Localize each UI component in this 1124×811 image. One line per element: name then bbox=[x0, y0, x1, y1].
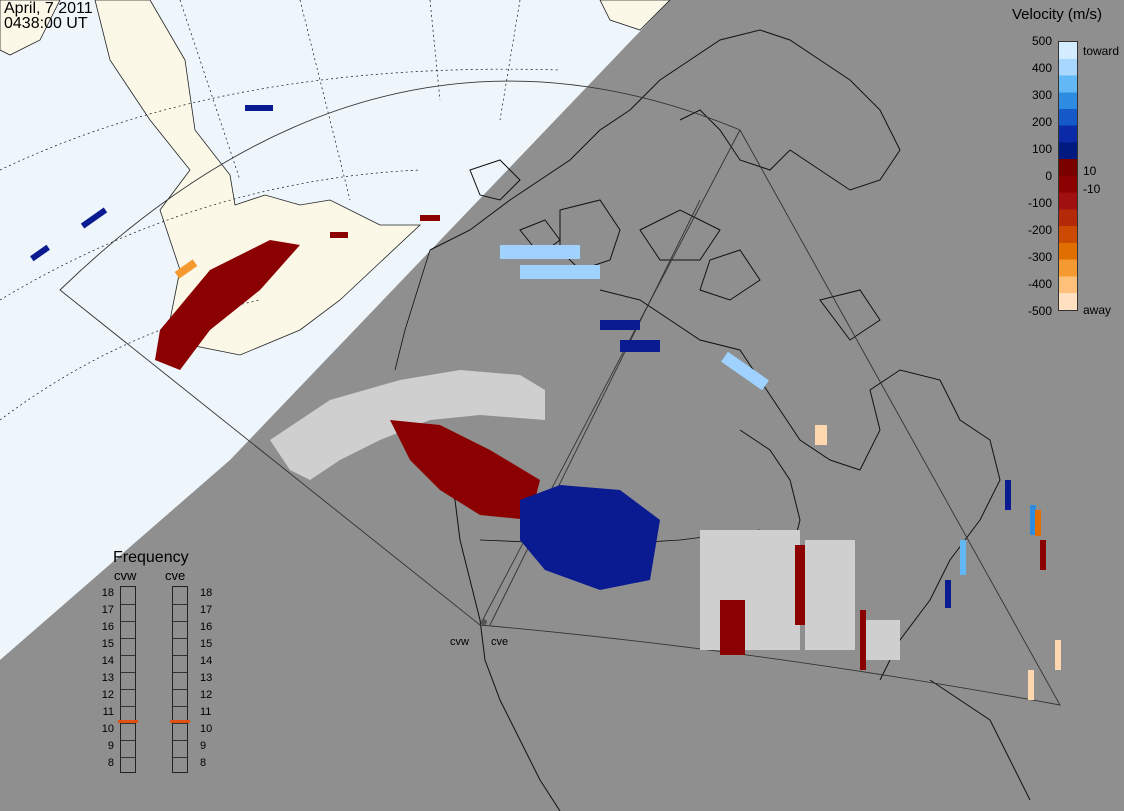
day-side-region bbox=[0, 0, 670, 660]
frequency-level-label: 17 bbox=[200, 604, 213, 616]
colorbar-label-minus-10: -10 bbox=[1083, 182, 1101, 196]
frequency-level-label: 13 bbox=[200, 672, 213, 684]
frequency-level-label: 9 bbox=[107, 740, 114, 752]
toward-scatter bbox=[30, 105, 1011, 608]
frequency-indicator bbox=[118, 719, 138, 723]
colorbar-label-10: 10 bbox=[1083, 164, 1097, 178]
colorbar-tick: 100 bbox=[1031, 142, 1052, 156]
frequency-column-label-cvw: cvw bbox=[114, 568, 137, 583]
frequency-level-label: 14 bbox=[101, 655, 114, 667]
frequency-level-label: 11 bbox=[200, 706, 212, 718]
frequency-title: Frequency bbox=[113, 549, 189, 566]
colorbar-label-toward: toward bbox=[1083, 44, 1120, 58]
fast-away-scatter bbox=[174, 259, 1061, 700]
fast-toward-scatter bbox=[500, 245, 1036, 575]
colorbar-tick: -100 bbox=[1027, 196, 1052, 210]
colorbar-title: Velocity (m/s) bbox=[1012, 6, 1103, 23]
map-date: April, 7 2011 bbox=[4, 0, 93, 17]
frequency-level-label: 8 bbox=[200, 757, 207, 769]
colorbar-tick: -200 bbox=[1027, 223, 1052, 237]
away-scatter bbox=[155, 215, 1046, 670]
frequency-level-label: 13 bbox=[101, 672, 114, 684]
colorbar-label-away: away bbox=[1083, 303, 1112, 317]
site-label-cvw: cvw bbox=[450, 636, 469, 648]
frequency-indicator bbox=[170, 719, 190, 723]
colorbar-tick: -400 bbox=[1027, 277, 1052, 291]
radar-site-marker bbox=[481, 619, 487, 625]
frequency-level-label: 15 bbox=[200, 638, 213, 650]
site-label-cve: cve bbox=[491, 636, 509, 648]
frequency-level-label: 18 bbox=[200, 587, 213, 599]
frequency-level-label: 12 bbox=[101, 689, 114, 701]
frequency-level-label: 16 bbox=[200, 621, 213, 633]
colorbar-tick: 0 bbox=[1045, 169, 1052, 183]
colorbar-tick: -300 bbox=[1027, 250, 1052, 264]
frequency-level-label: 8 bbox=[107, 757, 114, 769]
colorbar-tick: 500 bbox=[1031, 34, 1052, 48]
colorbar-tick: 200 bbox=[1031, 115, 1052, 129]
frequency-level-label: 12 bbox=[200, 689, 213, 701]
alaska-daylight-land bbox=[94, 0, 422, 356]
frequency-level-label: 11 bbox=[102, 706, 114, 718]
north-coast-daylight bbox=[599, 0, 671, 31]
velocity-colorbar bbox=[1058, 41, 1078, 311]
frequency-box bbox=[118, 586, 138, 773]
map-time: 0438:00 UT bbox=[4, 15, 88, 32]
colorbar-tick: 400 bbox=[1031, 61, 1052, 75]
frequency-level-label: 18 bbox=[101, 587, 114, 599]
frequency-column-label-cve: cve bbox=[165, 568, 186, 583]
colorbar-tick: 300 bbox=[1031, 88, 1052, 102]
frequency-level-label: 15 bbox=[101, 638, 114, 650]
frequency-level-label: 9 bbox=[200, 740, 207, 752]
frequency-level-label: 14 bbox=[200, 655, 213, 667]
frequency-level-label: 17 bbox=[101, 604, 114, 616]
frequency-level-label: 16 bbox=[101, 621, 114, 633]
colorbar-tick: -500 bbox=[1027, 304, 1052, 318]
frequency-level-label: 10 bbox=[101, 723, 114, 735]
frequency-level-label: 10 bbox=[200, 723, 213, 735]
frequency-box bbox=[170, 586, 190, 773]
siberia-daylight-land bbox=[0, 0, 61, 56]
